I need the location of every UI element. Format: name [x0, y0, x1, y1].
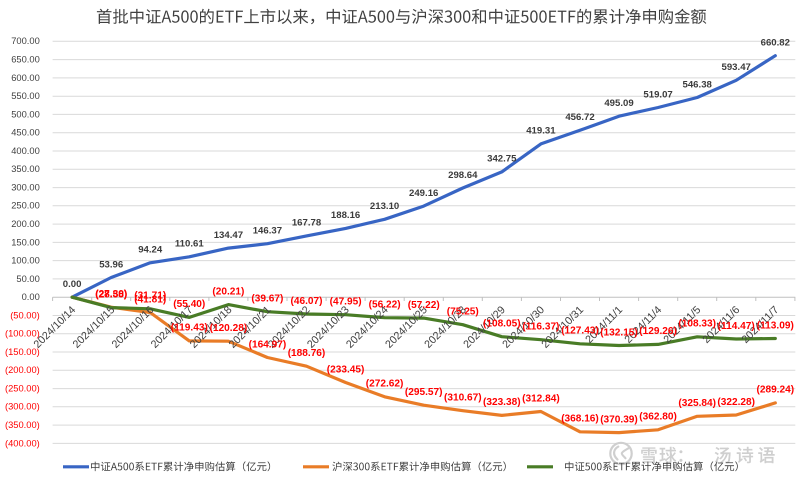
svg-text:(150.00): (150.00): [5, 347, 40, 357]
svg-text:400.00: 400.00: [11, 146, 40, 156]
svg-text:(27.30): (27.30): [95, 289, 127, 300]
svg-text:0.00: 0.00: [22, 292, 40, 302]
svg-text:94.24: 94.24: [138, 245, 163, 256]
svg-text:(46.07): (46.07): [291, 296, 323, 307]
svg-text:(108.33): (108.33): [678, 319, 716, 330]
svg-text:146.37: 146.37: [253, 226, 282, 237]
svg-text:550.00: 550.00: [11, 91, 40, 101]
svg-text:(400.00): (400.00): [5, 438, 40, 448]
svg-text:(312.84): (312.84): [522, 393, 560, 404]
svg-text:(322.28): (322.28): [717, 397, 755, 408]
svg-text:(233.45): (233.45): [327, 364, 365, 375]
svg-text:(75.25): (75.25): [447, 307, 479, 318]
svg-text:350.00: 350.00: [11, 164, 40, 174]
svg-text:(119.43): (119.43): [171, 323, 208, 334]
svg-text:53.96: 53.96: [99, 259, 123, 270]
svg-text:495.09: 495.09: [604, 98, 633, 109]
svg-text:(55.40): (55.40): [173, 299, 205, 310]
svg-text:500.00: 500.00: [11, 109, 40, 119]
svg-text:(50.00): (50.00): [10, 310, 40, 320]
svg-text:456.72: 456.72: [565, 112, 594, 123]
svg-text:(370.39): (370.39): [600, 414, 638, 425]
svg-text:(41.81): (41.81): [134, 294, 166, 305]
svg-text:(100.00): (100.00): [5, 329, 40, 339]
svg-text:(57.22): (57.22): [408, 300, 440, 311]
svg-text:660.82: 660.82: [761, 38, 790, 49]
svg-text:(289.24): (289.24): [756, 385, 794, 396]
svg-text:188.16: 188.16: [331, 210, 360, 221]
svg-text:(116.37): (116.37): [522, 322, 559, 333]
svg-text:593.47: 593.47: [722, 62, 751, 73]
svg-text:0.00: 0.00: [63, 279, 82, 290]
svg-text:(47.95): (47.95): [330, 297, 362, 308]
svg-text:(120.28): (120.28): [210, 323, 248, 334]
svg-text:342.75: 342.75: [487, 154, 517, 165]
svg-text:(56.22): (56.22): [369, 300, 401, 311]
svg-text:(114.47): (114.47): [718, 321, 755, 332]
svg-text:419.31: 419.31: [526, 126, 556, 137]
svg-text:(188.76): (188.76): [288, 348, 326, 359]
svg-text:250.00: 250.00: [11, 201, 40, 211]
svg-text:(325.84): (325.84): [678, 398, 716, 409]
svg-text:(113.09): (113.09): [757, 320, 794, 331]
svg-text:(39.67): (39.67): [251, 294, 283, 305]
svg-text:600.00: 600.00: [11, 73, 40, 83]
svg-text:(310.67): (310.67): [444, 393, 482, 404]
svg-text:(323.38): (323.38): [483, 397, 521, 408]
svg-text:150.00: 150.00: [11, 237, 40, 247]
svg-text:450.00: 450.00: [11, 128, 40, 138]
svg-text:650.00: 650.00: [11, 55, 40, 65]
svg-text:(129.26): (129.26): [639, 326, 677, 337]
svg-text:(362.80): (362.80): [639, 412, 677, 423]
svg-text:(300.00): (300.00): [5, 402, 40, 412]
svg-text:(164.97): (164.97): [249, 339, 287, 350]
svg-text:(20.21): (20.21): [212, 286, 244, 297]
svg-text:134.47: 134.47: [214, 230, 243, 241]
svg-text:(200.00): (200.00): [5, 365, 40, 375]
svg-text:300.00: 300.00: [11, 183, 40, 193]
svg-text:110.61: 110.61: [175, 239, 204, 250]
svg-text:(250.00): (250.00): [5, 384, 40, 394]
svg-text:298.64: 298.64: [448, 170, 478, 181]
svg-text:(295.57): (295.57): [405, 387, 443, 398]
svg-text:(127.43): (127.43): [561, 326, 599, 337]
svg-text:100.00: 100.00: [11, 256, 40, 266]
svg-text:(368.16): (368.16): [561, 414, 599, 425]
svg-text:519.07: 519.07: [643, 89, 672, 100]
svg-text:213.10: 213.10: [370, 201, 399, 212]
svg-text:249.16: 249.16: [409, 188, 438, 199]
svg-text:(132.15): (132.15): [600, 327, 638, 338]
svg-text:(28.58): (28.58): [95, 289, 127, 300]
svg-text:(31.71): (31.71): [134, 291, 166, 302]
svg-text:(272.62): (272.62): [366, 379, 404, 390]
svg-text:546.38: 546.38: [683, 79, 713, 90]
svg-text:(350.00): (350.00): [5, 420, 40, 430]
svg-text:50.00: 50.00: [16, 274, 39, 284]
svg-text:700.00: 700.00: [11, 36, 40, 46]
svg-text:(108.05): (108.05): [483, 319, 521, 330]
svg-text:167.78: 167.78: [292, 218, 322, 229]
svg-text:200.00: 200.00: [11, 219, 40, 229]
